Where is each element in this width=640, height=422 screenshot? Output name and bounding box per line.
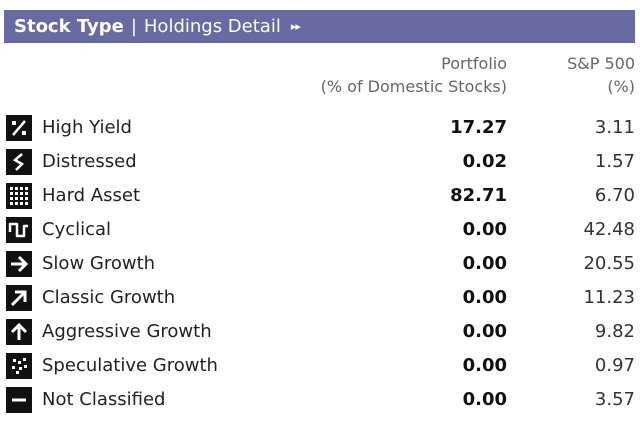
row-label: Distressed — [42, 151, 137, 172]
sp500-value: 1.57 — [594, 151, 635, 172]
row-label: Speculative Growth — [42, 355, 218, 376]
sp500-header-line1: S&P 500 — [567, 54, 635, 73]
title-separator: | — [130, 16, 137, 37]
portfolio-value: 0.00 — [462, 321, 507, 342]
arrow-right-icon — [6, 251, 32, 277]
more-arrows-icon[interactable]: ▸▸ — [290, 20, 301, 33]
scatter-dots-icon — [6, 353, 32, 379]
portfolio-header-line1: Portfolio — [441, 54, 507, 73]
sp500-value: 9.82 — [594, 321, 635, 342]
table-row: Hard Asset 82.71 6.70 — [6, 180, 636, 214]
dot-grid-icon — [6, 183, 32, 209]
sp500-value: 6.70 — [594, 185, 635, 206]
sp500-header-line2: (%) — [607, 77, 635, 96]
holdings-table: High Yield 17.27 3.11 Distressed 0.02 1.… — [6, 112, 636, 418]
sp500-value: 0.97 — [594, 355, 635, 376]
table-row: Aggressive Growth 0.00 9.82 — [6, 316, 636, 350]
table-row: Speculative Growth 0.00 0.97 — [6, 350, 636, 384]
table-row: Cyclical 0.00 42.48 — [6, 214, 636, 248]
portfolio-value: 0.00 — [462, 287, 507, 308]
portfolio-value: 0.00 — [462, 253, 507, 274]
row-label: Classic Growth — [42, 287, 176, 308]
portfolio-header-line2: (% of Domestic Stocks) — [320, 77, 507, 96]
portfolio-value: 0.02 — [462, 151, 507, 172]
portfolio-column-header: Portfolio (% of Domestic Stocks) — [321, 52, 507, 98]
row-label: Not Classified — [42, 389, 166, 410]
portfolio-value: 17.27 — [450, 117, 507, 138]
table-row: Classic Growth 0.00 11.23 — [6, 282, 636, 316]
section-header: Stock Type | Holdings Detail ▸▸ — [4, 10, 635, 43]
row-label: High Yield — [42, 117, 132, 138]
sp500-column-header: S&P 500 (%) — [567, 52, 635, 98]
table-row: Distressed 0.02 1.57 — [6, 146, 636, 180]
row-label: Cyclical — [42, 219, 112, 240]
sp500-value: 42.48 — [583, 219, 635, 240]
zigzag-down-icon — [6, 149, 32, 175]
table-row: High Yield 17.27 3.11 — [6, 112, 636, 146]
portfolio-value: 0.00 — [462, 355, 507, 376]
sp500-value: 3.57 — [594, 389, 635, 410]
wave-icon — [6, 217, 32, 243]
row-label: Slow Growth — [42, 253, 156, 274]
sp500-value: 20.55 — [583, 253, 635, 274]
percent-icon — [6, 115, 32, 141]
row-label: Aggressive Growth — [42, 321, 212, 342]
arrow-up-icon — [6, 319, 32, 345]
section-subtitle-link[interactable]: Holdings Detail — [143, 16, 281, 37]
dash-icon — [6, 387, 32, 413]
sp500-value: 3.11 — [594, 117, 635, 138]
portfolio-value: 82.71 — [450, 185, 507, 206]
section-title: Stock Type — [14, 16, 124, 37]
portfolio-value: 0.00 — [462, 389, 507, 410]
row-label: Hard Asset — [42, 185, 140, 206]
table-row: Not Classified 0.00 3.57 — [6, 384, 636, 418]
portfolio-value: 0.00 — [462, 219, 507, 240]
arrow-up-right-icon — [6, 285, 32, 311]
table-row: Slow Growth 0.00 20.55 — [6, 248, 636, 282]
sp500-value: 11.23 — [583, 287, 635, 308]
